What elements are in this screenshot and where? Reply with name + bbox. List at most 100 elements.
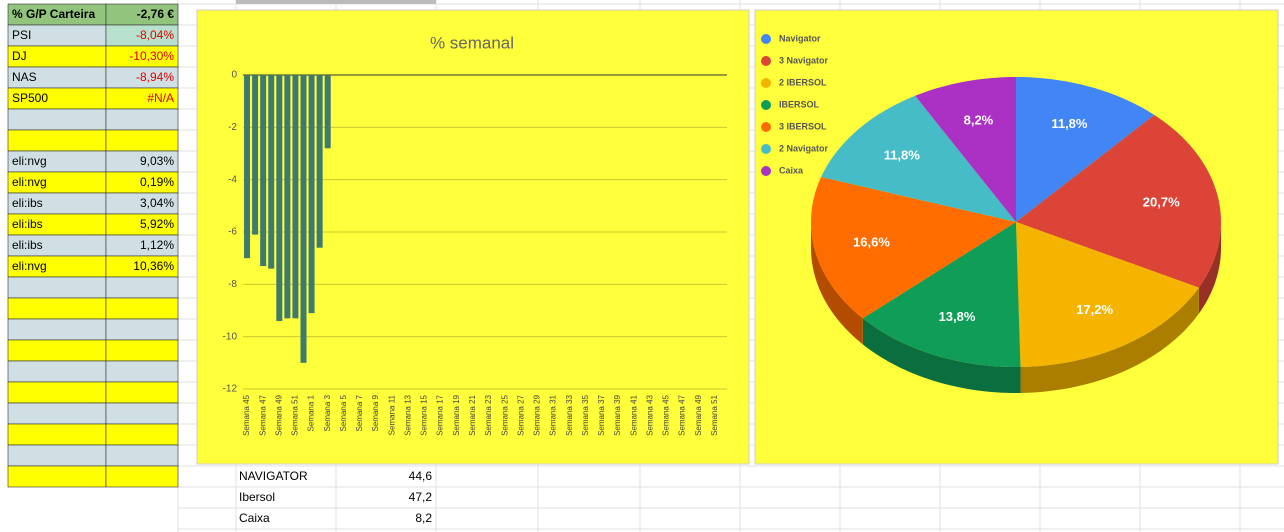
y-tick-label: -12 (223, 384, 238, 395)
bar (308, 75, 315, 314)
x-tick-label: Semana 31 (549, 394, 558, 435)
cell (7, 318, 107, 341)
x-tick-label: Semana 41 (629, 394, 638, 435)
legend-label: Caixa (779, 165, 804, 175)
x-tick-label: Semana 47 (678, 394, 687, 435)
x-tick-label: Semana 3 (323, 394, 332, 431)
y-tick-label: -10 (223, 331, 238, 342)
row-label: eli:ibs (12, 238, 43, 252)
x-tick-label: Semana 13 (403, 394, 412, 435)
x-tick-label: Semana 43 (645, 394, 654, 435)
summary-label: NAVIGATOR (239, 469, 308, 483)
legend-label: 2 IBERSOL (779, 77, 827, 87)
bar (268, 75, 275, 269)
legend-swatch (761, 122, 771, 132)
bar (292, 75, 299, 319)
pie-side (1020, 287, 1199, 393)
row-value: 9,03% (140, 154, 174, 168)
x-tick-label: Semana 33 (565, 394, 574, 435)
row-label: eli:nvg (12, 154, 47, 168)
header-label: % G/P Carteira (12, 7, 95, 21)
legend-label: 3 Navigator (779, 55, 829, 65)
cell (7, 297, 107, 320)
row-value: 0,19% (140, 175, 174, 189)
bar (316, 75, 323, 248)
row-label: eli:ibs (12, 196, 43, 210)
x-tick-label: Semana 7 (355, 394, 364, 431)
cell (7, 423, 107, 446)
cell (7, 360, 107, 383)
y-tick-label: 0 (231, 70, 237, 81)
legend-swatch (761, 144, 771, 154)
x-tick-label: Semana 21 (468, 394, 477, 435)
summary-value: 44,6 (409, 469, 433, 483)
y-tick-label: -2 (228, 122, 237, 133)
y-tick-label: -8 (228, 279, 237, 290)
pie-side (1198, 222, 1221, 314)
pie-label: 11,8% (884, 147, 921, 162)
x-tick-label: Semana 49 (694, 394, 703, 435)
cell (105, 276, 179, 299)
row-value: -10,30% (129, 49, 174, 63)
cell (105, 465, 179, 488)
x-tick-label: Semana 49 (274, 394, 283, 435)
summary-label: Caixa (239, 511, 270, 525)
bar (284, 75, 291, 319)
legend-label: 2 Navigator (779, 143, 829, 153)
row-value: 3,04% (140, 196, 174, 210)
x-tick-label: Semana 5 (339, 394, 348, 431)
x-tick-label: Semana 11 (387, 394, 396, 435)
x-tick-label: Semana 1 (307, 394, 316, 431)
row-label: eli:ibs (12, 217, 43, 231)
bar (260, 75, 267, 267)
cell (105, 444, 179, 467)
legend-swatch (761, 100, 771, 110)
row-label: NAS (12, 70, 37, 84)
cell (105, 402, 179, 425)
cell (7, 465, 107, 488)
row-value: -8,04% (136, 28, 174, 42)
row-value: #N/A (147, 91, 174, 105)
legend-label: Navigator (779, 33, 821, 43)
x-tick-label: Semana 23 (484, 394, 493, 435)
cell (7, 339, 107, 362)
x-tick-label: Semana 27 (516, 394, 525, 435)
cell (105, 108, 179, 131)
pie-side (862, 318, 1021, 393)
summary-value: 8,2 (415, 511, 432, 525)
pie-slice (811, 177, 1016, 319)
cell (105, 318, 179, 341)
x-tick-label: Semana 17 (436, 394, 445, 435)
bar (324, 75, 331, 149)
bar (276, 75, 283, 321)
x-tick-label: Semana 9 (371, 394, 380, 431)
pie-slice (1016, 77, 1155, 222)
y-tick-label: -4 (228, 174, 237, 185)
pie-slice (821, 95, 1016, 222)
cell (105, 381, 179, 404)
summary-label: Ibersol (239, 490, 275, 504)
cell (7, 381, 107, 404)
cell (105, 339, 179, 362)
x-tick-label: Semana 47 (258, 394, 267, 435)
legend-swatch (761, 78, 771, 88)
row-label: DJ (12, 49, 27, 63)
x-tick-label: Semana 29 (533, 394, 542, 435)
chart-title: % semanal (430, 33, 514, 52)
cell (7, 444, 107, 467)
pie-label: 16,6% (853, 235, 890, 250)
x-tick-label: Semana 51 (291, 394, 300, 435)
pie-slice (915, 77, 1016, 222)
cell (105, 129, 179, 152)
legend-swatch (761, 56, 771, 66)
pie-slice (1016, 114, 1221, 288)
row-label: PSI (12, 28, 31, 42)
cell (7, 108, 107, 131)
legend-label: 3 IBERSOL (779, 121, 827, 131)
row-value: 10,36% (133, 259, 174, 273)
bar (244, 75, 251, 259)
bar (252, 75, 259, 235)
x-tick-label: Semana 37 (597, 394, 606, 435)
pie-label: 20,7% (1143, 195, 1180, 210)
